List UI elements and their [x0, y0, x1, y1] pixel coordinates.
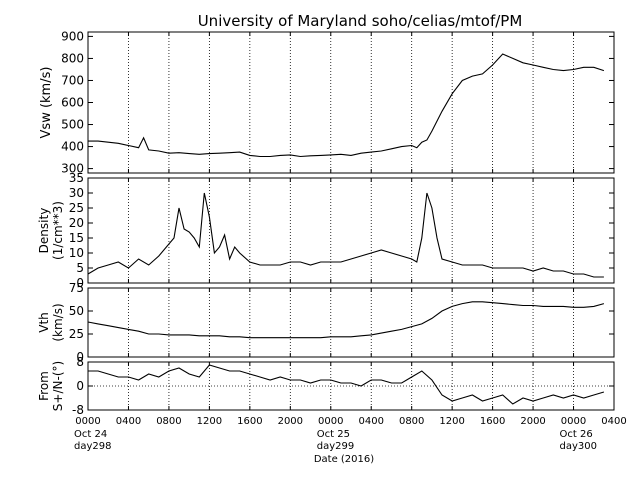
x-tick-label: 1200: [439, 416, 464, 427]
y-tick-label: 35: [69, 171, 84, 185]
y-axis-label: From: [37, 371, 51, 401]
x-tick-label: 2000: [520, 416, 545, 427]
panel-4: -8 0 8 From S+/N-(°): [37, 355, 615, 417]
y-tick-label: 10: [69, 246, 84, 260]
y-tick-label: 25: [69, 327, 84, 341]
y-tick-label: 500: [61, 118, 84, 132]
x-tick-label: 0000: [318, 416, 343, 427]
x-tick-label: 0400: [359, 416, 384, 427]
x-tick-label: 0000: [561, 416, 586, 427]
x-day-label: day300: [560, 441, 597, 452]
chart-title: University of Maryland soho/celias/mtof/…: [198, 12, 523, 30]
x-axis-tick-labels: 0000 0400 0800 1200 1600 2000 0000 0400 0800 1200…: [74, 416, 627, 452]
y-axis-label: (1/cm**3): [51, 201, 65, 260]
y-tick-label: 700: [61, 73, 84, 87]
y-tick-label: 800: [61, 51, 84, 65]
y-tick-label: 0: [76, 379, 84, 393]
panel-frame: [87, 177, 615, 284]
y-tick-label: 300: [61, 162, 84, 176]
y-axis-label: Density: [37, 208, 51, 254]
y-tick-label: 75: [69, 281, 84, 295]
y-axis-label: Vth: [37, 312, 51, 333]
y-tick-label: 20: [69, 216, 84, 230]
y-tick-label: 600: [61, 96, 84, 110]
y-tick-label: 400: [61, 140, 84, 154]
x-tick-label: 0800: [399, 416, 424, 427]
y-tick-label: 50: [69, 304, 84, 318]
x-axis-label: Date (2016): [314, 454, 374, 465]
panel-frame: [87, 31, 615, 174]
x-date-label: Oct 24: [74, 429, 107, 440]
y-tick-label: 15: [69, 231, 84, 245]
y-tick-label: 900: [61, 29, 84, 43]
series-line: [88, 364, 605, 405]
x-tick-label: 0400: [116, 416, 141, 427]
y-tick-label: 5: [76, 261, 84, 275]
x-date-label: Oct 25: [317, 429, 350, 440]
y-tick-label: 30: [69, 186, 84, 200]
x-tick-label: 0400: [601, 416, 626, 427]
y-axis-label: Vsw (km/s): [39, 67, 54, 139]
y-tick-label: -8: [72, 403, 84, 417]
series-line: [88, 53, 605, 158]
x-tick-label: 2000: [278, 416, 303, 427]
x-tick-label: 1200: [197, 416, 222, 427]
y-tick-label: 0: [76, 276, 84, 290]
x-tick-label: 1600: [237, 416, 262, 427]
y-tick-label: 0: [76, 350, 84, 364]
x-day-label: day298: [74, 441, 111, 452]
series-line: [87, 301, 605, 339]
series-line: [87, 192, 604, 278]
panel-1: 300 400 500 600 700 800 900 Vsw (km/s): [39, 29, 615, 176]
y-tick-label: 8: [76, 355, 84, 369]
y-axis-label: (km/s): [51, 303, 65, 341]
x-tick-label: 0800: [156, 416, 181, 427]
panel-frame: [87, 287, 615, 358]
y-tick-label: 25: [69, 201, 84, 215]
x-tick-label: 0000: [75, 416, 100, 427]
panel-3: 0 25 50 75 Vth (km/s): [37, 281, 615, 364]
x-tick-label: 1600: [480, 416, 505, 427]
x-date-label: Oct 26: [560, 429, 593, 440]
y-axis-label: S+/N-(°): [51, 361, 65, 411]
x-day-label: day299: [317, 441, 354, 452]
